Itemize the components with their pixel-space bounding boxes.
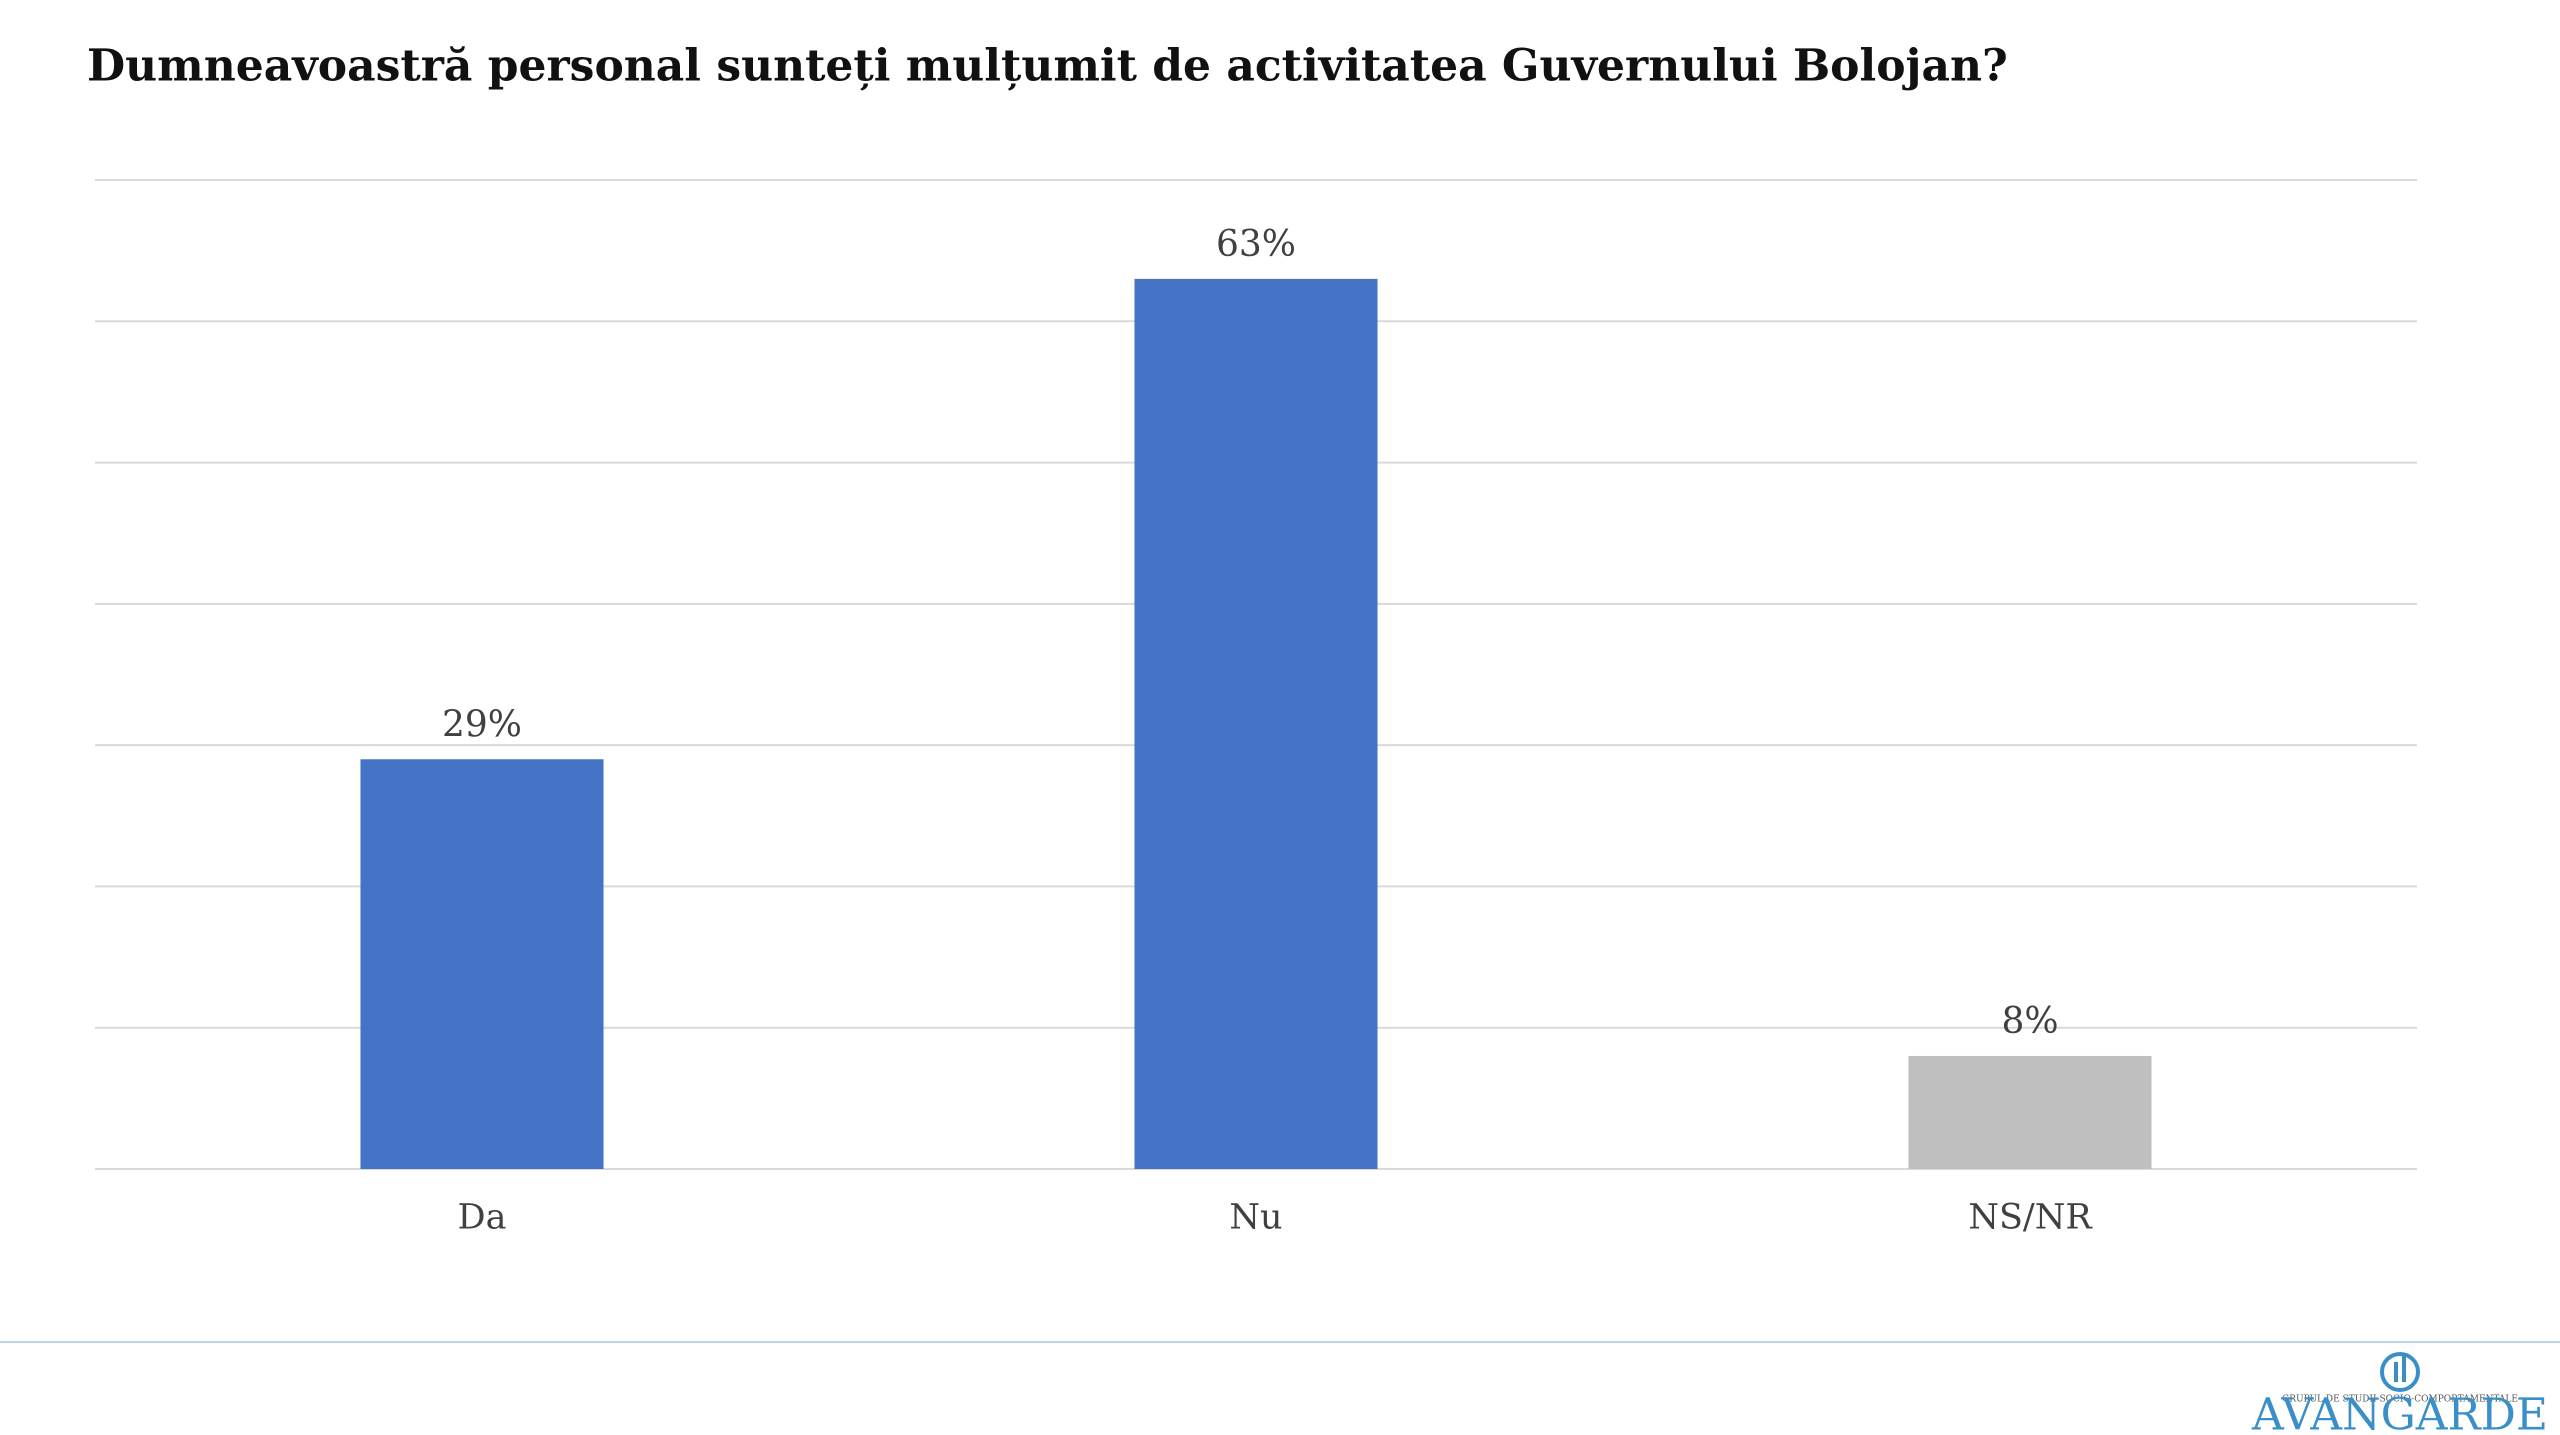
data-label: 63%: [1216, 224, 1296, 265]
data-label: 29%: [442, 704, 522, 745]
data-label: 8%: [2001, 1001, 2058, 1042]
chart-title: Dumneavoastră personal sunteți mulțumit …: [87, 41, 2008, 92]
bar: [1908, 1055, 2152, 1169]
x-tick-label: NS/NR: [1968, 1198, 2093, 1238]
logo-icon: [2402, 1356, 2406, 1382]
logo-icon: [2380, 1352, 2420, 1392]
bar: [360, 759, 604, 1169]
bar: [1134, 278, 1378, 1169]
x-tick-label: Da: [458, 1198, 507, 1238]
logo: GRUPUL DE STUDII SOCIO-COMPORTAMENTALE A…: [2251, 1352, 2548, 1435]
logo-name: AVANGARDE: [2251, 1390, 2548, 1435]
logo-icon: [2394, 1362, 2398, 1382]
logo-subtitle: GRUPUL DE STUDII SOCIO-COMPORTAMENTALE: [2282, 1395, 2518, 1405]
x-tick-label: Nu: [1229, 1198, 1282, 1238]
